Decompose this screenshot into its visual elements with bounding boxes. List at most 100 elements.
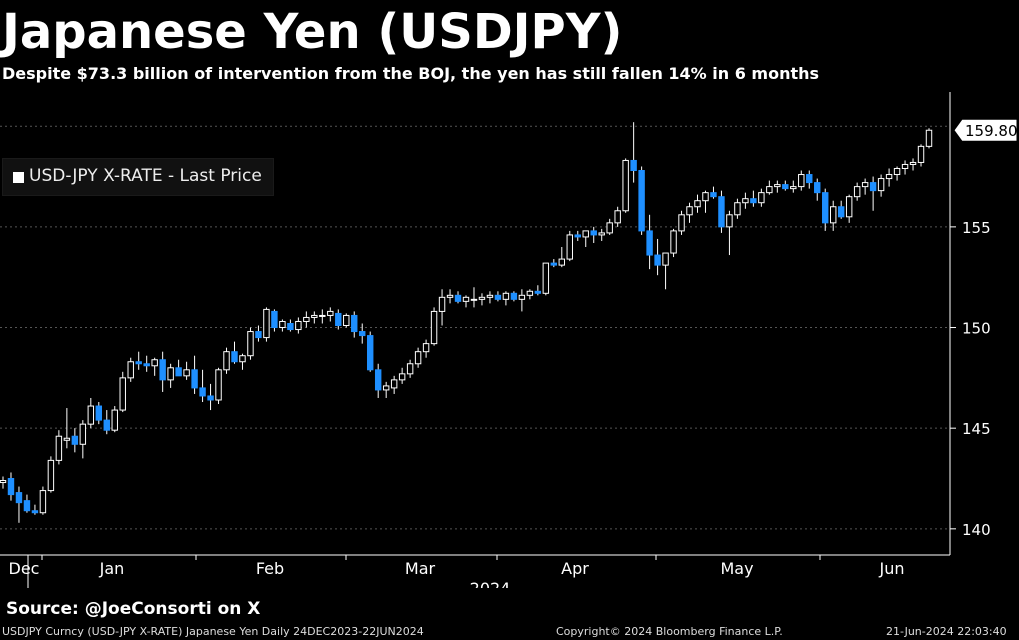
candle-body	[877, 178, 885, 192]
candle-body	[678, 214, 685, 232]
footer-copyright: Copyright© 2024 Bloomberg Finance L.P.	[556, 625, 783, 638]
candle-body	[39, 490, 47, 514]
candle-body	[542, 262, 550, 294]
chart-title: Japanese Yen (USDJPY)	[2, 4, 623, 60]
candle-body	[534, 290, 542, 294]
candle-body	[271, 310, 278, 329]
candle-body	[598, 232, 605, 236]
candle-body	[502, 292, 510, 300]
candle-body	[614, 210, 621, 224]
axes: 140 145 150 155 Dec Jan Feb Mar Apr May Jun 2024 159…	[0, 92, 1018, 588]
candle-body	[199, 387, 206, 397]
candle-body	[750, 198, 757, 204]
candle-body	[925, 129, 933, 147]
x-month-label: Dec	[9, 559, 40, 578]
y-tick-label: 155	[962, 219, 991, 237]
x-month-label: May	[720, 559, 753, 578]
last-price-label: 159.80	[965, 122, 1018, 140]
candle-body	[231, 351, 238, 363]
candle-body	[119, 377, 126, 411]
candle-body	[63, 437, 71, 441]
candle-body	[829, 206, 837, 224]
x-year-label: 2024	[470, 579, 511, 588]
candle-body	[159, 359, 166, 381]
candle-body	[327, 310, 334, 316]
candle-body	[0, 480, 7, 484]
candle-body	[470, 298, 478, 301]
candle-body	[494, 294, 502, 300]
legend: USD-JPY X-RATE - Last Price	[2, 158, 274, 196]
candle-body	[191, 369, 198, 389]
candle-body	[430, 310, 438, 345]
candle-body	[398, 373, 406, 381]
candle-body	[646, 230, 653, 256]
candle-body	[893, 167, 901, 176]
candle-body	[566, 234, 573, 260]
candle-body	[239, 355, 246, 363]
candle-body	[175, 367, 182, 377]
x-month-label: Mar	[405, 559, 436, 578]
candle-body	[790, 186, 797, 190]
y-tick-label: 145	[962, 420, 991, 438]
candle-body	[901, 163, 909, 169]
candle-body	[758, 192, 765, 204]
candle-body	[885, 174, 893, 180]
x-month-label: Feb	[256, 559, 284, 578]
candle-body	[478, 296, 486, 300]
candle-body	[15, 492, 23, 504]
candle-body	[263, 308, 270, 339]
candle-body	[798, 174, 805, 188]
candle-body	[215, 369, 222, 401]
candle-body	[366, 335, 374, 371]
candle-body	[167, 367, 174, 381]
candle-body	[526, 290, 534, 296]
candle-body	[287, 323, 294, 331]
candle-body	[662, 252, 669, 266]
candle-body	[414, 351, 422, 365]
candle-body	[917, 145, 925, 163]
candle-body	[510, 292, 518, 300]
candle-body	[422, 343, 430, 353]
candle-body	[845, 196, 853, 218]
candle-body	[255, 331, 262, 339]
footer-timestamp: 21-Jun-2024 22:03:40	[886, 625, 1007, 638]
candle-body	[382, 385, 390, 391]
candle-body	[71, 435, 79, 445]
candle-body	[303, 316, 310, 322]
candle-body	[127, 361, 134, 379]
candle-body	[7, 478, 15, 496]
candle-body	[550, 262, 558, 266]
candle-body	[111, 409, 118, 431]
candle-body	[183, 369, 190, 377]
candle-body	[909, 161, 917, 165]
candle-body	[31, 510, 39, 514]
candle-body	[853, 186, 861, 198]
candle-body	[837, 206, 845, 218]
footer-ticker-info: USDJPY Curncy (USD-JPY X-RATE) Japanese …	[2, 625, 424, 638]
candle-body	[814, 182, 821, 194]
candle-body	[654, 254, 661, 266]
candle-body	[766, 186, 773, 194]
candle-body	[742, 198, 749, 204]
candle-body	[79, 423, 87, 445]
candle-body	[734, 202, 741, 216]
candle-body	[95, 405, 103, 421]
candle-body	[518, 294, 526, 300]
gridlines	[0, 125, 950, 530]
candles	[0, 122, 933, 523]
candle-body	[486, 294, 494, 298]
candle-body	[686, 206, 693, 216]
candle-body	[670, 230, 677, 254]
candle-body	[223, 351, 230, 371]
candle-body	[454, 294, 462, 302]
candle-body	[446, 294, 454, 298]
candle-body	[782, 184, 789, 190]
candle-body	[151, 359, 158, 367]
x-month-label: Apr	[561, 559, 589, 578]
candle-body	[622, 159, 629, 212]
candle-body	[702, 192, 709, 202]
candle-body	[319, 314, 326, 317]
candle-body	[558, 258, 566, 266]
candle-body	[295, 320, 302, 331]
candle-body	[861, 182, 869, 188]
